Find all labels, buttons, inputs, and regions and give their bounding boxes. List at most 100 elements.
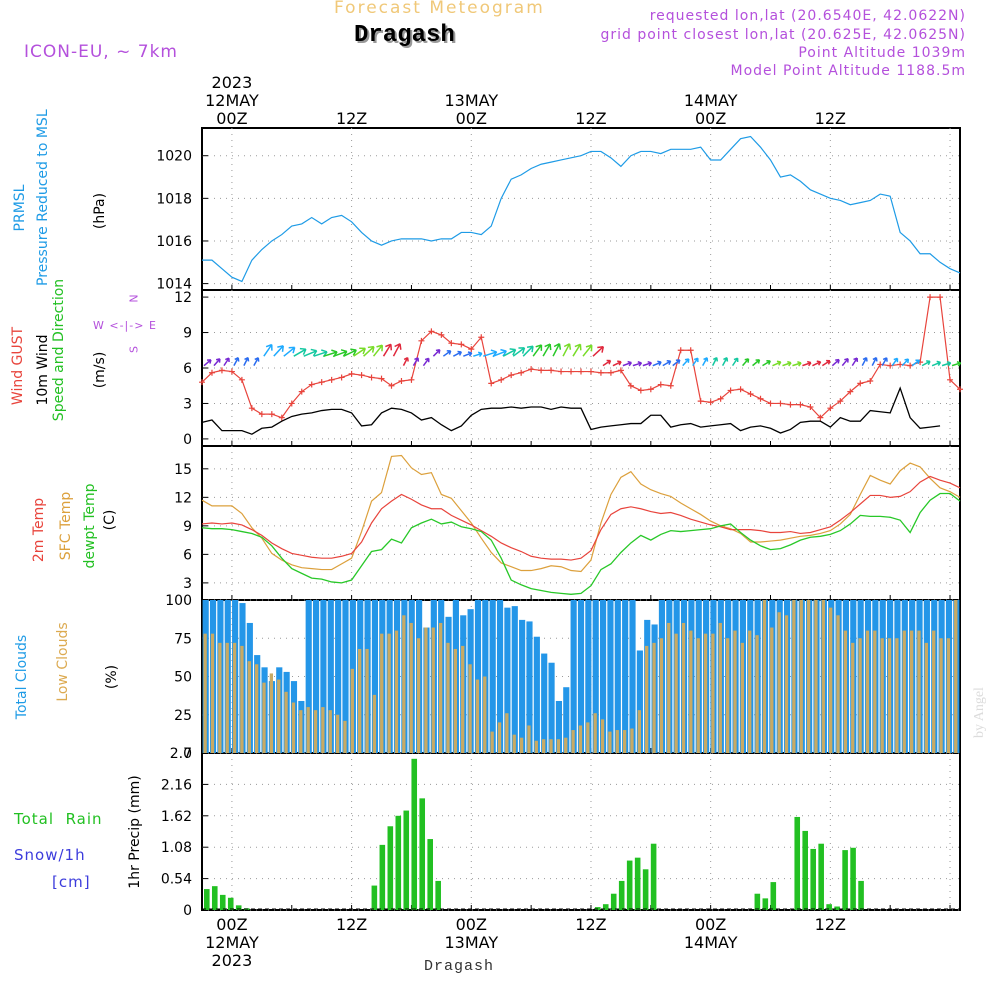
gust-marker <box>388 382 395 389</box>
low-cloud-bar <box>321 707 325 753</box>
wind-unit: (m/s) <box>92 351 108 389</box>
gust-marker <box>817 414 824 421</box>
wind-arrow <box>841 358 849 367</box>
y-tick-label: 25 <box>174 708 192 724</box>
low-cloud-bar <box>505 713 509 753</box>
wind-arrow <box>871 357 878 366</box>
gust-marker <box>578 368 584 375</box>
wind-arrowhead <box>776 360 782 366</box>
low-cloud-bar <box>564 737 568 753</box>
low-cloud-bar <box>586 722 590 753</box>
low-cloud-bar <box>343 720 347 753</box>
low-cloud-bar <box>453 648 457 753</box>
gust-marker <box>797 401 804 408</box>
rain-bar <box>602 904 609 910</box>
y-tick-label: 12 <box>174 290 192 306</box>
low-cloud-bar <box>527 725 531 753</box>
location-title: Dragash <box>354 22 455 49</box>
dewpt-line <box>201 492 961 595</box>
wind-arrowhead <box>367 345 375 353</box>
low-cloud-bar <box>674 633 678 753</box>
wind-arrow <box>821 360 831 367</box>
total-cloud-bar <box>526 621 533 753</box>
wind-arrowhead <box>385 343 393 351</box>
low-cloud-bar <box>652 642 656 753</box>
y-tick-label: 1.08 <box>161 840 192 856</box>
low-cloud-bar <box>725 638 730 753</box>
total-cloud-bar <box>599 600 607 753</box>
low-cloud-bar <box>909 630 914 753</box>
wind-arrowhead <box>526 345 534 353</box>
model-label: ICON-EU, ~ 7km <box>24 42 178 62</box>
wind-arrowhead <box>563 343 572 350</box>
total-cloud-bar <box>555 700 563 753</box>
y-tick-label: 1.62 <box>161 809 192 825</box>
wind-arrowhead <box>535 344 543 351</box>
gust-marker <box>947 376 954 383</box>
gust-marker <box>368 374 375 381</box>
low-cloud-bar <box>254 664 259 753</box>
wind-arrow <box>353 347 366 357</box>
low-cloud-bar <box>232 642 237 753</box>
grid-point-coords: grid point closest lon,lat (20.625E, 42.… <box>600 27 966 43</box>
y-tick-label: 1014 <box>156 277 192 293</box>
wind-arrowhead <box>755 359 761 364</box>
pressure-unit: (hPa) <box>92 192 108 230</box>
wind-arrow <box>731 357 739 367</box>
gust-marker <box>538 367 545 374</box>
low-cloud-bar <box>468 664 472 753</box>
temp-unit: (C) <box>102 509 118 531</box>
low-cloud-bar <box>534 740 538 753</box>
gust-marker <box>358 372 365 379</box>
wind-arrowhead <box>477 351 483 358</box>
wind-arrowhead <box>712 356 719 362</box>
wind-arrow <box>473 352 483 357</box>
wind-arrowhead <box>265 343 273 351</box>
rain-bar <box>858 880 864 910</box>
low-cloud-bar <box>696 638 700 753</box>
wind-arrow <box>652 361 662 367</box>
low-cloud-bar <box>946 638 951 753</box>
wind-arrow <box>702 357 708 366</box>
rain-bar <box>642 869 649 910</box>
wind-arrowhead <box>826 359 831 365</box>
low-cloud-bar <box>578 725 583 753</box>
low-cloud-bar <box>829 607 833 753</box>
top-time-label: 12MAY <box>205 91 259 110</box>
bottom-time-label: 2023 <box>212 951 253 970</box>
wind-arrow <box>642 362 652 367</box>
wind-arrow <box>941 362 951 367</box>
total-cloud-bar <box>541 653 548 753</box>
wind-arrow <box>512 347 525 357</box>
wind-arrowhead <box>350 348 357 356</box>
low-cloud-bar <box>814 600 818 753</box>
low-cloud-bar <box>313 710 318 753</box>
top-time-label: 2023 <box>212 73 253 92</box>
wind-arrowhead <box>926 360 931 366</box>
rain-bar <box>794 816 801 910</box>
wind-arrowhead <box>797 361 802 367</box>
pressure-label-prmsl: PRMSL <box>12 184 28 232</box>
gust-marker <box>258 411 265 418</box>
low-cloud-bar <box>792 600 796 753</box>
low-cloud-bar <box>843 630 848 753</box>
gust-marker <box>199 379 205 386</box>
wind-arrow <box>442 350 452 357</box>
wind-arrowhead <box>435 349 441 354</box>
wind-arrowhead <box>509 348 517 356</box>
sfc-temp-line <box>201 454 961 573</box>
wind-arrow <box>931 361 941 367</box>
wind-arrowhead <box>893 357 899 363</box>
wind-arrow <box>572 343 582 357</box>
top-time-label: 12Z <box>575 109 606 128</box>
gust-marker <box>937 294 944 301</box>
bottom-time-label: 13MAY <box>444 933 498 952</box>
wind-arrowhead <box>666 360 672 365</box>
low-cloud-bar <box>424 627 428 753</box>
wind-arrow <box>721 357 728 366</box>
low-cloud-bar <box>851 642 855 753</box>
rain-bar <box>762 898 769 910</box>
pressure-label-long: Pressure Reduced to MSL <box>35 109 51 286</box>
wind-arrow <box>402 357 409 366</box>
rain-bar <box>850 847 856 910</box>
